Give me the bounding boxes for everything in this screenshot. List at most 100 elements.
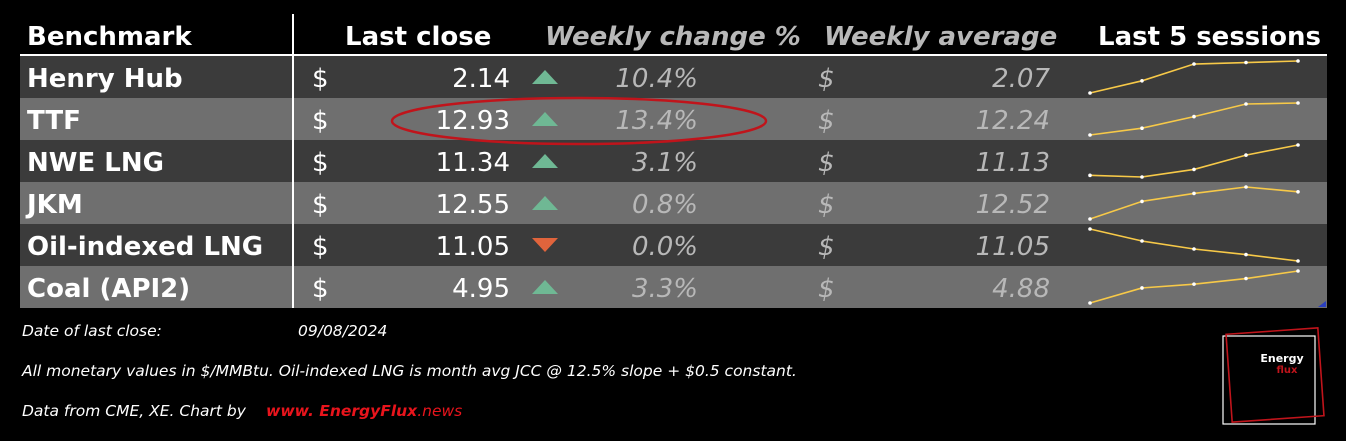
sparkline [1088,269,1300,305]
table-row: TTF $12.93 13.4% $12.24 [20,98,1327,140]
arrow-shape [532,280,558,294]
close-currency: $ [312,190,329,220]
sparkline-line [1089,228,1299,262]
sparkline [1088,59,1300,95]
sparkline-point [1192,247,1196,251]
header-divider [20,54,1327,56]
close-currency: $ [312,274,329,304]
close-currency: $ [312,148,329,178]
table-row: NWE LNG $11.34 3.1% $11.13 [20,140,1327,182]
benchmark-name: Oil-indexed LNG [27,232,264,262]
website-domain: EnergyFlux [319,402,418,420]
sparkline-point [1296,190,1300,194]
weekly-average-value: 12.52 [975,190,1050,220]
weekly-change-value: 10.4% [615,64,698,94]
sparkline-point [1140,239,1144,243]
sparkline-point [1088,173,1092,178]
weekly-average-value: 12.24 [975,106,1050,136]
sparkline-point [1296,101,1300,105]
table-row: Oil-indexed LNG $11.05 0.0% $11.05 [20,224,1327,266]
up-arrow-icon [532,280,558,294]
sparkline-point [1296,143,1300,147]
sparkline-line [1089,144,1299,178]
website-prefix: www. [266,402,314,420]
up-arrow-icon [532,154,558,168]
close-value: 2.14 [452,64,510,94]
sparkline-point [1192,191,1196,196]
header-weekly-average: Weekly average [824,22,1058,52]
sparkline [1088,227,1300,263]
sparkline-point [1088,133,1092,137]
sparkline-point [1192,114,1196,119]
down-arrow-icon [532,238,558,252]
sparkline-line [1089,102,1299,136]
benchmark-table: Henry Hub $2.14 10.4% $2.07 TTF $12.93 13.4% $1… [20,56,1327,308]
close-value: 4.95 [452,274,510,304]
logo-box-red [1225,327,1325,423]
date-label: Date of last close: [22,322,162,340]
sparkline-point [1244,252,1248,257]
table-row: JKM $12.55 0.8% $12.52 [20,182,1327,224]
sparkline-point [1244,153,1248,157]
table-row: Henry Hub $2.14 10.4% $2.07 [20,56,1327,98]
weekly-average-value: 11.05 [975,232,1050,262]
weekly-change-value: 13.4% [615,106,698,136]
sparkline-point [1296,259,1300,263]
average-currency: $ [818,274,835,304]
energyflux-logo: Energy flux [1222,327,1325,425]
weekly-change-value: 0.0% [631,232,698,262]
weekly-average-value: 4.88 [992,274,1050,304]
sparkline-point [1140,286,1144,290]
sparkline-point [1088,91,1092,95]
table-row: Coal (API2) $4.95 3.3% $4.88 [20,266,1327,308]
sparkline-point [1140,175,1144,179]
sparkline-point [1244,102,1248,106]
weekly-average-value: 2.07 [992,64,1050,94]
highlight-ellipse [390,96,768,146]
benchmark-name: NWE LNG [27,148,164,178]
header-last-5-sessions: Last 5 sessions [1098,22,1322,52]
up-arrow-icon [532,112,558,126]
close-currency: $ [312,232,329,262]
up-arrow-icon [532,196,558,210]
sparkline-point [1140,79,1144,83]
average-currency: $ [818,106,835,136]
arrow-shape [532,196,558,210]
close-currency: $ [312,64,329,94]
sparkline-point [1140,126,1144,130]
sparkline [1088,185,1300,221]
column-divider [292,14,294,308]
sparkline-point [1244,185,1248,189]
header-weekly-change: Weekly change % [545,22,801,52]
weekly-average-value: 11.13 [975,148,1050,178]
close-value: 11.05 [435,232,510,262]
weekly-change-value: 0.8% [631,190,698,220]
date-value: 09/08/2024 [298,322,388,340]
close-currency: $ [312,106,329,136]
arrow-shape [532,70,558,84]
header-benchmark: Benchmark [27,22,192,52]
sparkline-point [1192,282,1196,286]
corner-mark [1318,301,1326,307]
arrow-shape [532,238,558,252]
average-currency: $ [818,190,835,220]
website-link[interactable]: www. EnergyFlux.news [266,402,462,420]
sparkline-point [1244,276,1248,281]
average-currency: $ [818,64,835,94]
sparkline-point [1088,227,1092,231]
sparkline-point [1296,269,1300,273]
weekly-change-value: 3.1% [631,148,698,178]
logo-text-flux: flux [1277,365,1299,376]
sparkline-point [1244,60,1248,65]
header-last-close: Last close [345,22,492,52]
up-arrow-icon [532,70,558,84]
sparkline-point [1192,167,1196,172]
units-note: All monetary values in $/MMBtu. Oil-inde… [22,362,797,380]
arrow-shape [532,154,558,168]
benchmark-name: TTF [27,106,81,136]
sparkline-point [1296,59,1300,63]
close-value: 12.93 [435,106,510,136]
weekly-change-value: 3.3% [631,274,698,304]
average-currency: $ [818,148,835,178]
sparkline [1088,101,1300,137]
